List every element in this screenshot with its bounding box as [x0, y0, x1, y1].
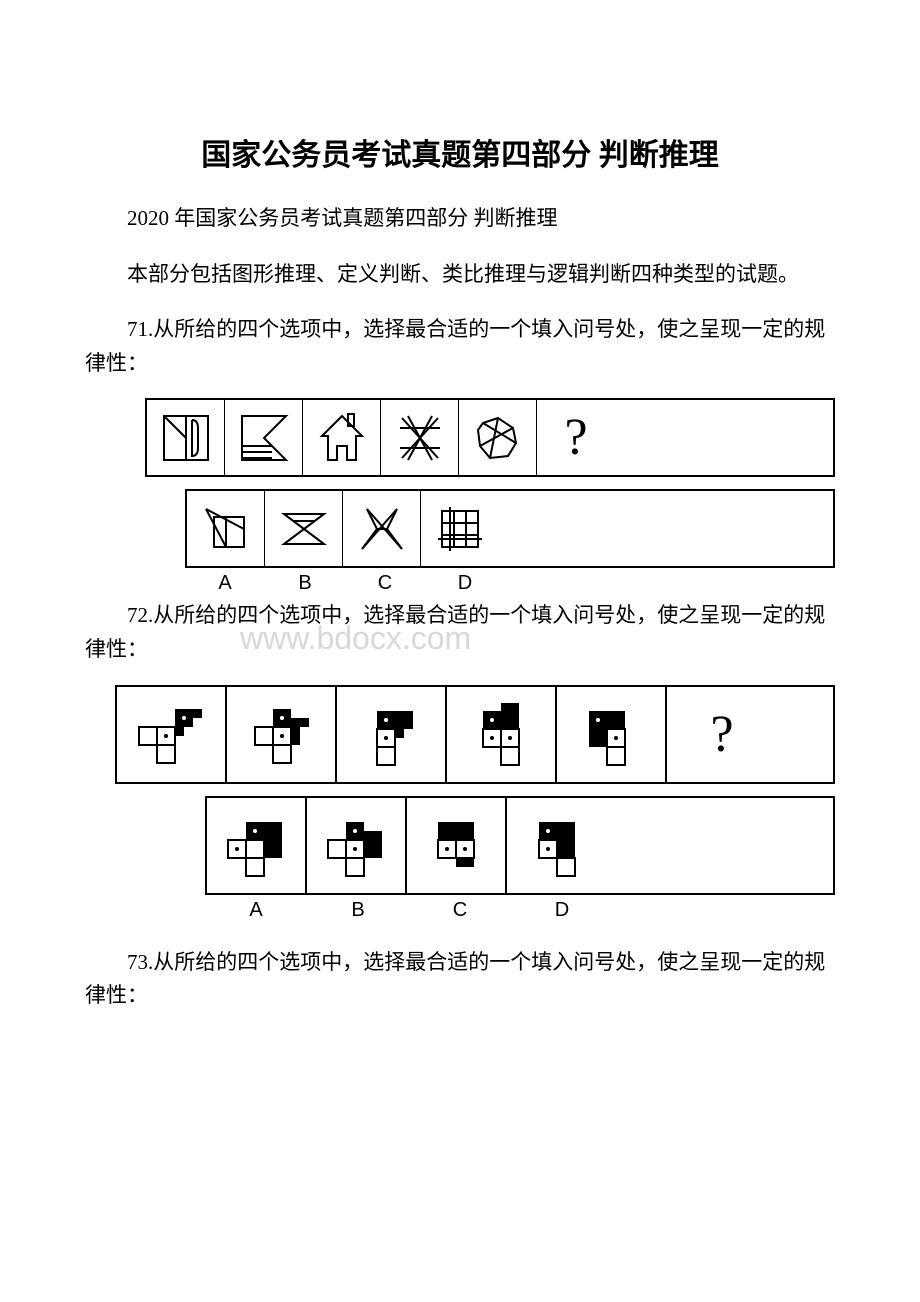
q72-label-b: B [307, 899, 409, 922]
question-72: 72.从所给的四个选项中，选择最合适的一个填入问号处，使之呈现一定的规律性： [85, 599, 835, 666]
q71-option-boxes [185, 489, 835, 568]
q72-box-1 [117, 687, 227, 782]
page-title: 国家公务员考试真题第四部分 判断推理 [85, 130, 835, 174]
q72-box-5 [557, 687, 667, 782]
q72-option-labels: A B C D [205, 899, 835, 922]
question-73: 73.从所给的四个选项中，选择最合适的一个填入问号处，使之呈现一定的规律性： [85, 946, 835, 1013]
q71-option-row: A B C D [185, 489, 835, 595]
q71-option-a [187, 491, 265, 566]
q71-option-d [421, 491, 499, 566]
q71-figure-row: ? [145, 398, 835, 477]
q72-box-3 [337, 687, 447, 782]
q72-box-2 [227, 687, 337, 782]
q72-label-a: A [205, 899, 307, 922]
q71-label-c: C [345, 572, 425, 595]
intro-text: 本部分包括图形推理、定义判断、类比推理与逻辑判断四种类型的试题。 [85, 258, 835, 292]
q71-box-2 [225, 400, 303, 475]
q71-box-5 [459, 400, 537, 475]
question-mark-icon: ? [564, 408, 587, 467]
q71-box-4 [381, 400, 459, 475]
q71-box-1 [147, 400, 225, 475]
question-mark-icon: ? [710, 705, 733, 764]
q71-label-b: B [265, 572, 345, 595]
q72-option-a [207, 798, 307, 893]
q72-option-row: A B C D [205, 796, 835, 922]
q72-box-4 [447, 687, 557, 782]
q71-label-d: D [425, 572, 505, 595]
q71-option-b [265, 491, 343, 566]
q71-option-labels: A B C D [185, 572, 835, 595]
q71-label-a: A [185, 572, 265, 595]
q71-sequence-boxes: ? [145, 398, 835, 477]
q71-box-question: ? [537, 400, 615, 475]
q72-figure-row: ? [115, 685, 835, 784]
q72-label-d: D [511, 899, 613, 922]
q72-option-boxes [205, 796, 835, 895]
q71-box-3 [303, 400, 381, 475]
q72-box-question: ? [667, 687, 777, 782]
q71-option-c [343, 491, 421, 566]
question-71: 71.从所给的四个选项中，选择最合适的一个填入问号处，使之呈现一定的规律性： [85, 313, 835, 380]
q72-sequence-boxes: ? [115, 685, 835, 784]
subtitle-text: 2020 年国家公务员考试真题第四部分 判断推理 [85, 202, 835, 236]
q72-option-b [307, 798, 407, 893]
q72-label-c: C [409, 899, 511, 922]
q72-option-d [507, 798, 607, 893]
q72-option-c [407, 798, 507, 893]
